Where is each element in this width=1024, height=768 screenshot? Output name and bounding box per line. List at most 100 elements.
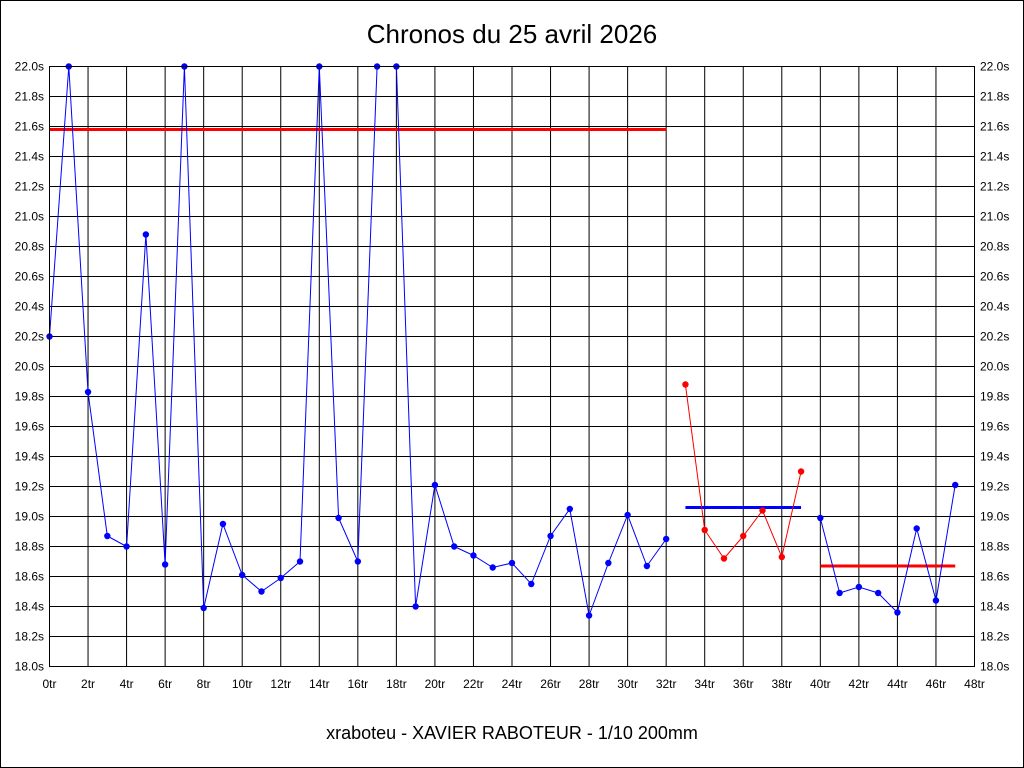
x-tick-label: 40tr [810, 677, 831, 691]
y-tick-label-left: 19.0s [15, 510, 44, 524]
x-tick-label: 20tr [425, 677, 446, 691]
y-tick-label-right: 18.6s [980, 570, 1009, 584]
data-point [759, 507, 766, 514]
y-tick-label-left: 18.8s [15, 540, 44, 554]
y-tick-label-right: 18.0s [980, 660, 1009, 674]
x-tick-label: 8tr [197, 677, 211, 691]
y-tick-label-right: 18.8s [980, 540, 1009, 554]
x-tick-label: 4tr [120, 677, 134, 691]
y-tick-label-right: 20.2s [980, 330, 1009, 344]
y-tick-label-right: 21.6s [980, 120, 1009, 134]
series-group [46, 63, 959, 619]
y-tick-label-left: 18.0s [15, 660, 44, 674]
y-tick-label-right: 18.4s [980, 600, 1009, 614]
data-point [547, 532, 554, 540]
x-tick-label: 14tr [309, 677, 330, 691]
data-point [258, 588, 265, 595]
y-tick-label-left: 19.6s [15, 420, 44, 434]
y-tick-label-right: 18.2s [980, 630, 1009, 644]
x-tick-label: 42tr [849, 677, 870, 691]
y-tick-label-left: 21.8s [15, 90, 44, 104]
y-tick-label-right: 21.2s [980, 180, 1009, 194]
x-tick-label: 24tr [502, 677, 523, 691]
y-tick-label-left: 20.8s [15, 240, 44, 254]
y-tick-label-left: 20.6s [15, 270, 44, 284]
y-tick-label-left: 19.8s [15, 390, 44, 404]
x-tick-label: 2tr [81, 677, 95, 691]
x-tick-label: 22tr [463, 677, 484, 691]
data-point [123, 543, 130, 550]
y-tick-label-right: 20.0s [980, 360, 1009, 374]
y-tick-label-right: 20.6s [980, 270, 1009, 284]
series-line [819, 484, 956, 614]
data-point [296, 558, 304, 565]
data-point [836, 589, 843, 597]
x-tick-label: 0tr [42, 677, 56, 691]
data-point [605, 559, 612, 567]
x-tick-label: 12tr [270, 677, 291, 691]
data-point [489, 564, 496, 571]
x-tick-label: 46tr [926, 677, 947, 691]
data-point [624, 511, 631, 519]
data-point [874, 589, 882, 597]
data-point [335, 514, 342, 522]
data-point [412, 603, 419, 610]
x-tick-labels: 0tr 2tr 4tr 6tr 8tr 10tr 12tr 14tr 16tr 18tr 20tr 2… [42, 677, 984, 691]
y-tick-labels-left: 18.0s 18.2s 18.4s 18.6s 18.8s 19.0s 19.2s 19.4s… [15, 60, 44, 674]
y-tick-label-left: 20.2s [15, 330, 44, 344]
x-axis-label: xraboteu - XAVIER RABOTEUR - 1/10 200mm [326, 723, 698, 743]
y-tick-label-right: 19.0s [980, 510, 1009, 524]
x-tick-label: 28tr [579, 677, 600, 691]
x-tick-label: 38tr [771, 677, 792, 691]
y-tick-label-left: 21.0s [15, 210, 44, 224]
x-tick-label: 6tr [158, 677, 172, 691]
y-tick-label-right: 22.0s [980, 60, 1009, 74]
data-point [470, 552, 477, 559]
x-tick-label: 36tr [733, 677, 754, 691]
data-point [894, 609, 901, 616]
y-tick-label-right: 20.8s [980, 240, 1009, 254]
data-point [585, 612, 593, 619]
y-tick-label-right: 19.6s [980, 420, 1009, 434]
y-tick-label-left: 20.0s [15, 360, 44, 374]
y-tick-label-left: 21.2s [15, 180, 44, 194]
y-tick-label-left: 18.2s [15, 630, 44, 644]
data-point [932, 597, 940, 604]
y-tick-label-right: 19.2s [980, 480, 1009, 494]
x-tick-label: 30tr [617, 677, 638, 691]
data-point [431, 481, 439, 489]
x-tick-label: 18tr [386, 677, 407, 691]
x-tick-label: 32tr [656, 677, 677, 691]
data-point [219, 520, 227, 528]
y-tick-label-left: 18.6s [15, 570, 44, 584]
y-tick-label-right: 21.4s [980, 150, 1009, 164]
chart-title: Chronos du 25 avril 2026 [367, 19, 658, 49]
data-point [84, 388, 92, 396]
x-tick-label: 44tr [887, 677, 908, 691]
data-point [952, 481, 959, 489]
y-tick-label-right: 20.4s [980, 300, 1009, 314]
y-tick-label-left: 19.2s [15, 480, 44, 494]
x-tick-label: 10tr [232, 677, 253, 691]
data-point [682, 381, 689, 388]
data-point [662, 535, 670, 543]
data-point [913, 525, 920, 532]
data-point [643, 562, 651, 570]
y-tick-label-right: 21.8s [980, 90, 1009, 104]
data-point [239, 571, 246, 579]
data-point [797, 468, 805, 475]
data-point [277, 574, 284, 582]
x-tick-label: 26tr [540, 677, 561, 691]
data-point [354, 558, 362, 565]
y-tick-label-right: 19.8s [980, 390, 1009, 404]
data-point [720, 555, 728, 562]
data-point [740, 532, 747, 540]
y-tick-label-right: 21.0s [980, 210, 1009, 224]
plot-frame [49, 66, 975, 667]
y-tick-label-left: 18.4s [15, 600, 44, 614]
x-tick-label: 48tr [964, 677, 985, 691]
y-tick-label-left: 21.6s [15, 120, 44, 134]
data-point [701, 526, 708, 534]
data-point [817, 514, 824, 522]
y-tick-label-left: 21.4s [15, 150, 44, 164]
